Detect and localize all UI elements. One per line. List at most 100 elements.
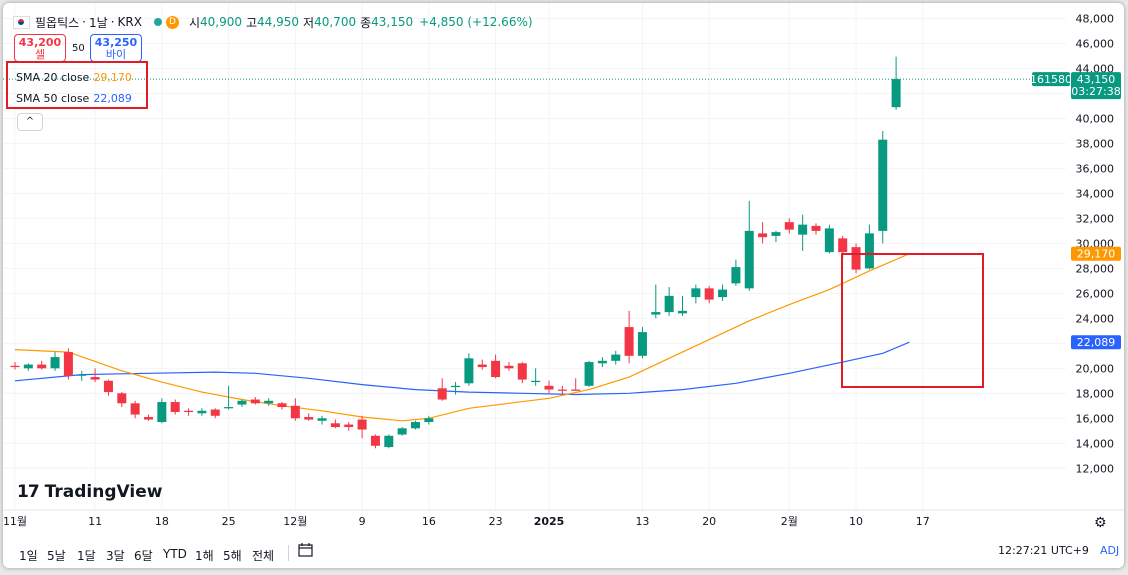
- candle-body: [771, 232, 781, 236]
- x-tick-label: 13: [635, 515, 649, 528]
- legend-highlight-box: [6, 61, 148, 109]
- price-axis: 12,00014,00016,00018,00020,00022,00024,0…: [1076, 12, 1115, 475]
- x-tick-label: 10: [849, 515, 863, 528]
- sell-label: 셀: [34, 48, 46, 61]
- candle-body: [63, 352, 73, 376]
- candle-body: [758, 233, 768, 238]
- buy-button[interactable]: 43,250 바이: [90, 34, 142, 62]
- candle-body: [197, 410, 207, 414]
- interval[interactable]: 1날: [89, 15, 108, 30]
- sma50-price-badge: 22,089: [1071, 335, 1121, 350]
- candle-body: [531, 380, 541, 383]
- x-tick-label: 17: [916, 515, 930, 528]
- range-ytd-button[interactable]: YTD: [163, 547, 187, 561]
- adj-toggle[interactable]: ADJ: [1100, 544, 1120, 557]
- candle-body: [477, 364, 487, 368]
- x-tick-label: 16: [422, 515, 436, 528]
- tradingview-logo[interactable]: 17 TradingView: [17, 482, 162, 502]
- close-label: 종: [360, 15, 372, 30]
- collapse-legend-button[interactable]: ^: [17, 113, 43, 131]
- y-tick-label: 32,000: [1076, 212, 1115, 225]
- candle-body: [157, 402, 167, 423]
- candle-body: [811, 225, 821, 231]
- range-all-button[interactable]: 전체: [252, 549, 275, 563]
- sma20-layer: [14, 253, 910, 422]
- grid-lines: [3, 3, 1066, 510]
- candle-body: [10, 365, 20, 368]
- price-chart[interactable]: 12,00014,00016,00018,00020,00022,00024,0…: [3, 3, 1124, 568]
- candle-body: [90, 377, 100, 380]
- candles-layer: [10, 56, 901, 449]
- tradingview-logo-text: TradingView: [44, 482, 163, 502]
- sma20-price-badge-text: 29,170: [1077, 248, 1116, 261]
- x-tick-label: 18: [155, 515, 169, 528]
- candle-body: [464, 358, 474, 384]
- symbol-name[interactable]: 필옵틱스: [35, 15, 80, 30]
- candle-body: [851, 247, 861, 270]
- range-3m-button[interactable]: 3달: [106, 549, 125, 563]
- buy-price: 43,250: [94, 36, 138, 49]
- candle-body: [571, 389, 581, 391]
- candle-body: [424, 418, 434, 423]
- sma20-price-badge: 29,170: [1071, 246, 1121, 261]
- low-value: 40,700: [314, 15, 357, 29]
- candle-body: [704, 288, 714, 300]
- sma50-line: [14, 341, 910, 396]
- sma20-label: SMA 20 close: [16, 71, 90, 84]
- candle-body: [611, 354, 621, 361]
- range-5d-button[interactable]: 5날: [47, 549, 66, 563]
- sma20-legend[interactable]: SMA 20 close 29,170: [16, 71, 132, 84]
- open-value: 40,900: [200, 15, 242, 29]
- buy-label: 바이: [105, 48, 127, 61]
- y-tick-label: 24,000: [1076, 312, 1115, 325]
- separator: ·: [110, 15, 115, 29]
- delayed-badge: D: [165, 15, 179, 29]
- korea-flag-icon: [13, 15, 30, 29]
- candle-body: [103, 380, 113, 393]
- volume-badge-text: 161580: [1030, 73, 1072, 86]
- candle-body: [411, 422, 420, 429]
- y-tick-label: 40,000: [1076, 112, 1115, 125]
- range-1d-button[interactable]: 1일: [19, 549, 38, 563]
- calendar-goto-icon[interactable]: [298, 543, 314, 557]
- y-tick-label: 46,000: [1076, 37, 1115, 50]
- y-tick-label: 14,000: [1076, 437, 1115, 450]
- candle-body: [864, 233, 874, 269]
- range-6m-button[interactable]: 6달: [134, 549, 153, 563]
- time-axis: 11월 11 18 25 12월 9 16 23 2025 13 20 2월 10 17: [3, 509, 1124, 528]
- candle-body: [878, 139, 888, 231]
- y-tick-label: 20,000: [1076, 362, 1115, 375]
- x-tick-label: 2월: [781, 515, 798, 528]
- candle-body: [290, 405, 300, 419]
- sma20-price-badge-bg: [1071, 246, 1121, 261]
- candle-body: [130, 403, 140, 415]
- range-1y-button[interactable]: 1해: [195, 549, 214, 563]
- candle-body: [517, 363, 527, 380]
- candle-body: [678, 310, 687, 314]
- candle-body: [397, 428, 407, 435]
- sma20-value: 29,170: [93, 71, 132, 84]
- sma50-legend[interactable]: SMA 50 close 22,089: [16, 92, 132, 105]
- candle-body: [370, 435, 380, 446]
- candle-body: [117, 393, 127, 404]
- range-5y-button[interactable]: 5해: [223, 549, 242, 563]
- y-tick-label: 38,000: [1076, 137, 1115, 150]
- candle-body: [624, 327, 634, 356]
- low-label: 저: [303, 15, 315, 30]
- sma50-price-badge-text: 22,089: [1077, 336, 1116, 349]
- range-1m-button[interactable]: 1달: [77, 549, 96, 563]
- candle-body: [37, 364, 47, 369]
- sma50-label: SMA 50 close: [16, 92, 90, 105]
- clock-timezone[interactable]: 12:27:21 UTC+9: [998, 544, 1089, 557]
- candle-body: [784, 222, 794, 230]
- exchange: KRX: [117, 15, 142, 29]
- sell-button[interactable]: 43,200 셀: [14, 34, 66, 62]
- y-tick-label: 18,000: [1076, 387, 1115, 400]
- settings-gear-icon[interactable]: ⚙: [1094, 515, 1107, 531]
- y-tick-label: 16,000: [1076, 412, 1115, 425]
- candle-body: [210, 409, 220, 416]
- x-tick-label: 25: [222, 515, 236, 528]
- sma50-value: 22,089: [93, 92, 132, 105]
